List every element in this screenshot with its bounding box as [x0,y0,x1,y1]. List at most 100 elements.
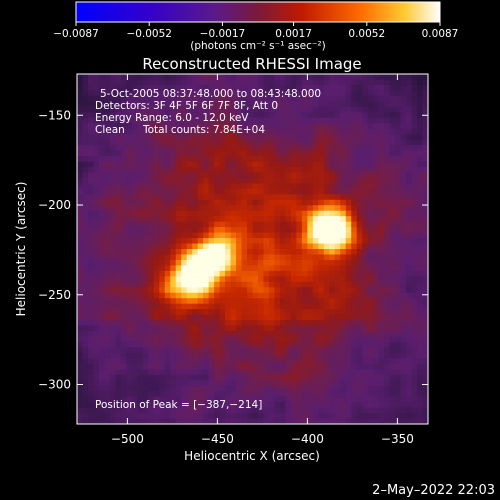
heatmap-cell [115,123,122,130]
heatmap-cell [197,74,204,81]
heatmap-cell [98,331,106,338]
heatmap-cell [290,128,297,135]
heatmap-cell [296,128,303,135]
heatmap-cell [340,134,347,141]
heatmap-cell [225,238,232,245]
x-axis-label: Heliocentric X (arcsec) [184,449,320,463]
heatmap-cell [164,413,171,420]
heatmap-cell [422,303,428,310]
heatmap-cell [170,139,177,146]
heatmap-cell [323,281,330,288]
heatmap-cell [367,194,374,201]
heatmap-cell [219,287,226,294]
heatmap-cell [192,298,199,305]
heatmap-cell [411,418,418,424]
heatmap-cell [126,128,133,135]
heatmap-cell [115,391,122,398]
heatmap-cell [312,391,319,398]
heatmap-cell [137,413,144,420]
heatmap-cell [274,166,281,174]
heatmap-cell [252,287,259,294]
heatmap-cell [384,309,391,316]
heatmap-cell [406,90,413,97]
heatmap-cell [230,385,237,392]
heatmap-cell [175,216,182,223]
heatmap-cell [323,150,330,157]
heatmap-cell [389,90,396,97]
heatmap-cell [230,331,237,338]
heatmap-cell [225,391,232,398]
heatmap-cell [186,161,193,168]
heatmap-cell [153,309,160,316]
heatmap-cell [109,112,116,119]
heatmap-cell [120,221,127,228]
heatmap-cell [334,210,341,217]
heatmap-cell [170,134,177,141]
heatmap-cell [263,205,270,212]
heatmap-cell [318,210,325,217]
heatmap-cell [345,177,352,184]
heatmap-cell [93,314,100,321]
heatmap-cell [208,128,215,135]
heatmap-cell [290,385,297,392]
heatmap-cell [301,292,308,299]
heatmap-cell [340,112,347,119]
heatmap-cell [82,325,89,332]
heatmap-cell [153,117,160,124]
heatmap-cell [219,123,226,130]
heatmap-cell [384,270,391,277]
heatmap-cell [93,183,100,190]
heatmap-cell [417,194,424,201]
heatmap-cell [82,79,89,86]
heatmap-cell [93,270,100,277]
heatmap-cell [148,221,155,228]
heatmap-cell [340,413,347,420]
heatmap-cell [208,259,215,267]
heatmap-cell [109,123,116,130]
heatmap-cell [257,84,265,92]
heatmap-cell [257,352,265,359]
heatmap-cell [82,402,89,409]
heatmap-cell [378,265,385,272]
heatmap-cell [356,314,363,321]
heatmap-cell [378,254,385,261]
heatmap-cell [126,210,133,217]
heatmap-cell [252,112,259,119]
heatmap-cell [274,79,281,86]
heatmap-cell [203,281,210,288]
heatmap-cell [378,95,385,102]
heatmap-cell [307,112,314,119]
heatmap-cell [159,249,166,256]
heatmap-cell [142,391,149,398]
heatmap-cell [98,188,106,195]
heatmap-cell [247,314,254,321]
heatmap-cell [142,341,149,349]
heatmap-cell [225,407,232,414]
heatmap-cell [411,281,418,288]
heatmap-cell [181,287,188,294]
heatmap-cell [153,254,160,261]
heatmap-cell [186,134,193,141]
heatmap-cell [296,123,303,130]
heatmap-cell [274,145,281,152]
heatmap-cell [77,106,84,113]
heatmap-cell [389,298,396,305]
heatmap-cell [263,194,270,201]
heatmap-cell [290,188,297,195]
heatmap-cell [148,385,155,392]
heatmap-cell [120,363,127,370]
heatmap-cell [170,156,177,163]
heatmap-cell [120,369,127,376]
heatmap-cell [82,347,89,354]
heatmap-cell [329,199,336,206]
heatmap-cell [367,238,374,245]
heatmap-cell [296,84,303,92]
heatmap-cell [263,352,270,359]
heatmap-cell [225,210,232,217]
heatmap-cell [142,402,149,409]
heatmap-cell [389,331,396,338]
heatmap-cell [351,216,358,223]
heatmap-cell [219,292,226,299]
heatmap-cell [307,391,314,398]
heatmap-cell [411,194,418,201]
